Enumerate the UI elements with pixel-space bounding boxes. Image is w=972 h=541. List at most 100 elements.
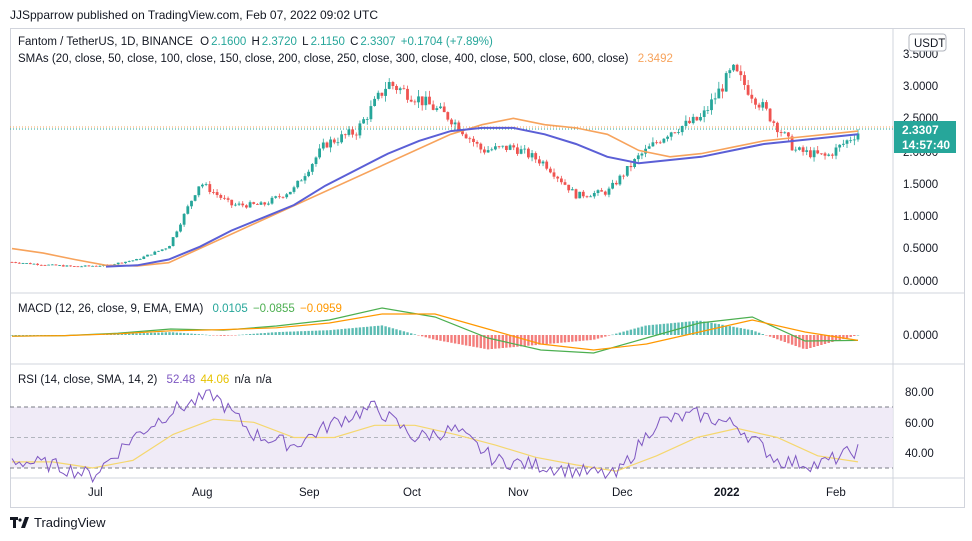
candle-body — [420, 96, 424, 106]
macd-histogram-bar — [692, 321, 695, 335]
candle-body — [724, 73, 728, 92]
candle-body — [65, 265, 69, 267]
candle-body — [581, 191, 585, 197]
macd-histogram-bar — [805, 335, 808, 349]
macd-histogram-bar — [567, 335, 570, 343]
macd-histogram-bar — [831, 335, 834, 342]
candle-body — [446, 112, 450, 120]
ohlc-h-label: H — [251, 36, 260, 48]
candle-body — [453, 122, 457, 125]
macd-histogram-bar — [300, 331, 303, 335]
candle-body — [395, 86, 398, 90]
candle-body — [563, 182, 567, 185]
macd-histogram-bar — [834, 335, 838, 341]
candle-body — [307, 171, 310, 177]
price-legend: Fantom / TetherUS, 1D, BINANCE O 2.1600 H… — [18, 36, 495, 48]
rsi-y-tick-60: 60.00 — [905, 418, 934, 430]
candle-body — [72, 266, 76, 267]
candle-body — [142, 256, 146, 259]
x-label-nov: Nov — [508, 487, 529, 499]
candle-body — [695, 116, 699, 121]
candle-body — [54, 264, 58, 266]
candle-body — [574, 189, 578, 199]
candle-body — [765, 102, 768, 109]
macd-histogram-bar — [252, 333, 255, 335]
macd-histogram-bar — [706, 322, 709, 335]
macd-histogram-bar — [10, 335, 14, 336]
macd-histogram-bar — [446, 335, 449, 343]
macd-histogram-bar — [703, 321, 706, 335]
candle-body — [721, 88, 724, 92]
candle-body — [14, 262, 18, 263]
macd-histogram-bar — [765, 335, 768, 336]
candle-body — [21, 263, 25, 264]
candle-body — [179, 224, 182, 232]
macd-histogram-bar — [388, 327, 391, 335]
macd-histogram-bar — [413, 334, 417, 335]
candle-body — [757, 104, 761, 108]
candle-body — [842, 143, 845, 145]
candle-body — [303, 176, 307, 181]
macd-histogram-bar — [725, 325, 728, 335]
symbol-title: Fantom / TetherUS, 1D, BINANCE — [18, 36, 193, 48]
candle-body — [212, 192, 215, 193]
macd-histogram-bar — [659, 324, 662, 335]
candle-body — [439, 106, 442, 109]
macd-histogram-bar — [362, 327, 365, 335]
macd-histogram-bar — [237, 334, 241, 336]
candle-body — [783, 132, 787, 134]
candle-body — [197, 186, 201, 196]
candle-body — [501, 145, 505, 147]
macd-histogram-bar — [267, 332, 270, 335]
macd-histogram-bar — [849, 335, 852, 337]
macd-histogram-bar — [571, 335, 574, 342]
macd-histogram-bar — [432, 335, 435, 340]
macd-histogram-bar — [490, 335, 493, 349]
candle-body — [83, 265, 87, 267]
candle-body — [622, 175, 625, 177]
macd-histogram-bar — [519, 335, 523, 347]
macd-histogram-bar — [146, 333, 149, 335]
macd-histogram-bar — [629, 329, 633, 335]
macd-histogram-bar — [688, 321, 691, 335]
currency-button[interactable]: USDT — [914, 38, 945, 50]
macd-histogram-bar — [563, 335, 567, 343]
macd-histogram-bar — [856, 335, 860, 336]
macd-histogram-bar — [406, 332, 409, 335]
candle-body — [787, 132, 790, 137]
macd-histogram-bar — [541, 335, 545, 345]
candle-body — [10, 262, 14, 263]
candle-body — [135, 259, 138, 261]
macd-histogram-bar — [333, 329, 336, 335]
macd-histogram-bar — [29, 335, 32, 336]
candle-body — [182, 213, 186, 225]
macd-histogram-bar — [801, 335, 805, 349]
candle-body — [329, 139, 332, 148]
macd-histogram-bar — [322, 330, 325, 335]
candle-body — [292, 187, 296, 192]
macd-histogram-bar — [256, 333, 259, 335]
candle-body — [461, 131, 464, 135]
macd-histogram-bar — [582, 335, 585, 341]
candle-body — [592, 193, 596, 197]
candle-body — [820, 153, 823, 155]
macd-histogram-bar — [325, 330, 329, 335]
candle-body — [431, 104, 435, 110]
candle-body — [365, 119, 369, 120]
candle-body — [391, 82, 395, 86]
macd-histogram-bar — [695, 320, 699, 335]
candle-body — [146, 254, 149, 257]
candle-body — [505, 145, 508, 150]
macd-v3: −0.0959 — [300, 303, 342, 315]
candle-body — [358, 123, 362, 136]
candle-body — [299, 180, 303, 182]
ohlc-c-label: C — [350, 36, 359, 48]
macd-histogram-bar — [171, 332, 175, 335]
candle-body — [267, 203, 270, 205]
macd-histogram-bar — [798, 335, 801, 348]
macd-histogram-bar — [274, 332, 277, 335]
candle-body — [245, 205, 248, 208]
footer-brand: TradingView — [34, 515, 106, 530]
macd-histogram-bar — [746, 329, 750, 335]
